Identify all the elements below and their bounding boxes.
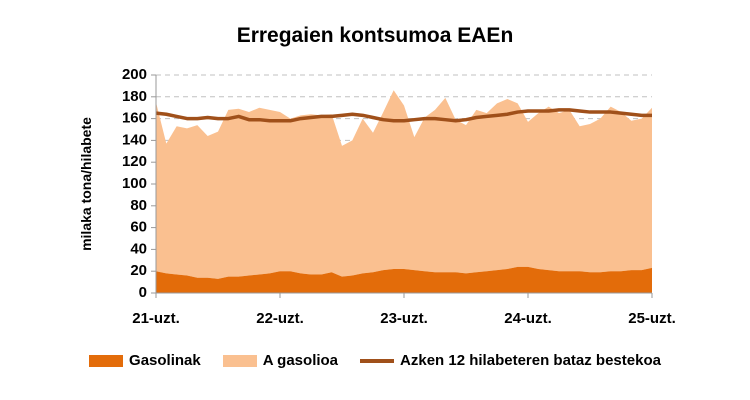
y-tick-label-20: 20 [130, 262, 147, 279]
average-line-series [155, 108, 652, 123]
y-tick-label-0: 0 [139, 284, 147, 301]
area-series [156, 90, 652, 293]
y-tick-label-180: 180 [122, 88, 147, 105]
y-tick-label-40: 40 [130, 240, 147, 257]
area-series-a-gasolioa [156, 90, 652, 279]
y-tick-label-200: 200 [122, 66, 147, 83]
x-tick-label-0: 21-uzt. [132, 310, 180, 327]
legend-swatch-diesel [222, 354, 257, 367]
legend: Gasolinak A gasolioa Azken 12 hilabetere… [0, 352, 750, 369]
x-tick-label-2: 23-uzt. [380, 310, 428, 327]
legend-label-diesel: A gasolioa [262, 352, 339, 369]
legend-label-gasoline: Gasolinak [129, 352, 201, 369]
y-tick-label-80: 80 [130, 197, 147, 214]
legend-item-gasoline: Gasolinak [89, 352, 201, 369]
y-tick-label-120: 120 [122, 153, 147, 170]
area-series-gasolinak [156, 266, 652, 293]
x-tick-label-3: 24-uzt. [504, 310, 552, 327]
legend-swatch-average [360, 358, 395, 363]
y-tick-label-140: 140 [122, 131, 147, 148]
legend-label-average: Azken 12 hilabeteren bataz bestekoa [400, 352, 661, 369]
axes [151, 74, 653, 298]
legend-item-average: Azken 12 hilabeteren bataz bestekoa [360, 352, 661, 369]
line-series-average [155, 108, 652, 123]
y-tick-label-100: 100 [122, 175, 147, 192]
chart-title: Erregaien kontsumoa EAEn [236, 24, 514, 47]
legend-item-diesel: A gasolioa [222, 352, 339, 369]
y-axis-label: milaka tona/hilabete [78, 117, 94, 251]
tick-labels: 0 20 40 60 80 100 120 140 160 180 200 21-uzt. 22-uzt… [122, 66, 676, 327]
y-tick-label-60: 60 [130, 219, 147, 236]
x-tick-label-4: 25-uzt. [628, 310, 676, 327]
legend-swatch-gasoline [89, 354, 124, 367]
x-tick-label-1: 22-uzt. [256, 310, 304, 327]
y-tick-label-160: 160 [122, 110, 147, 127]
